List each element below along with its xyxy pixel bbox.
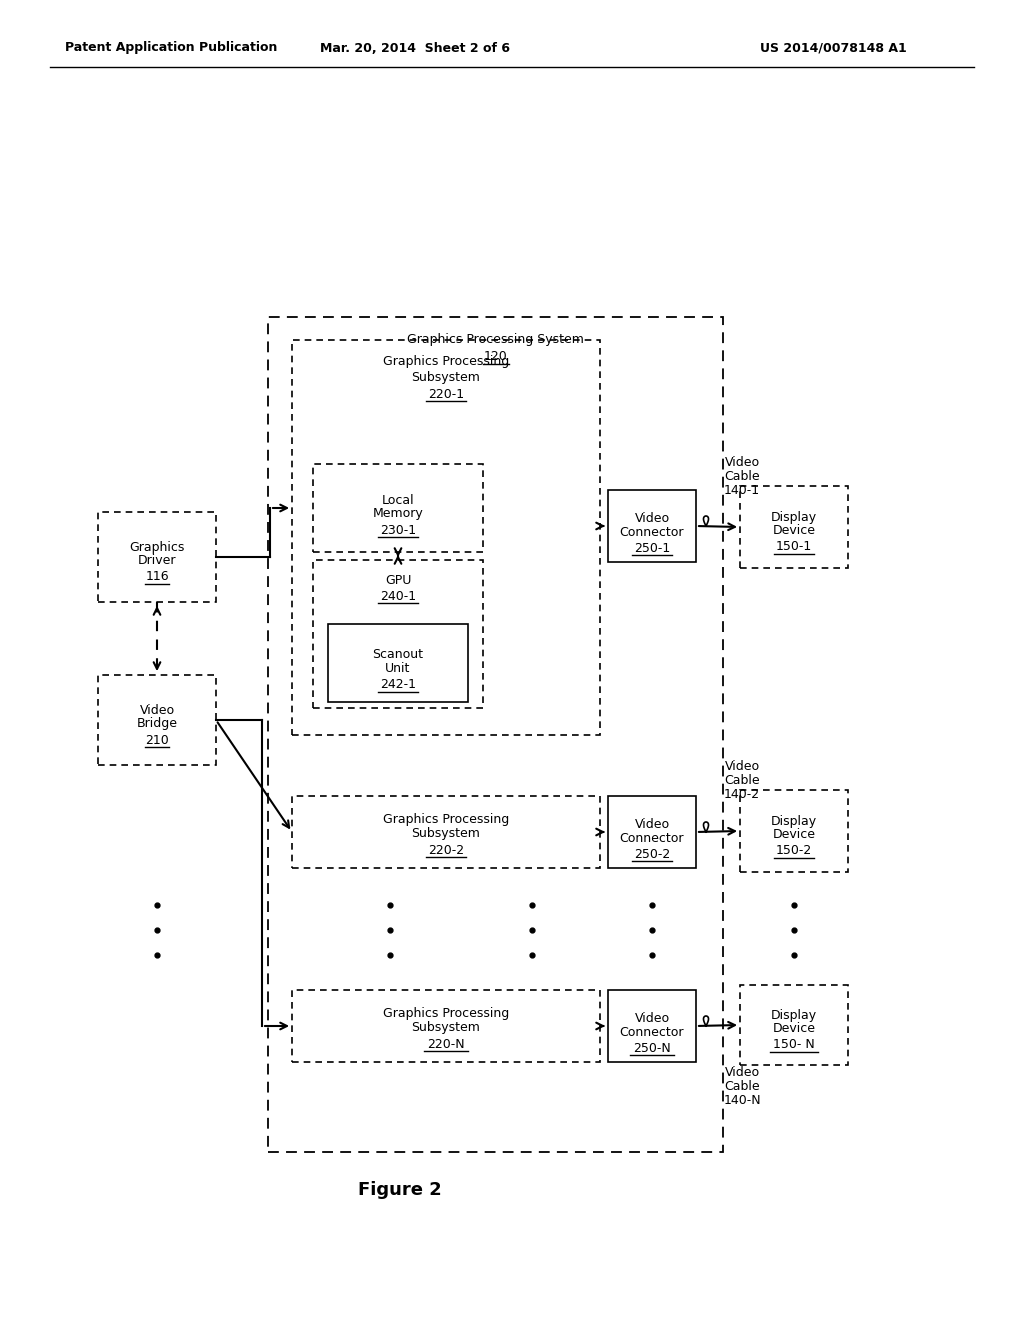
Text: Video: Video — [724, 455, 760, 469]
Text: Figure 2: Figure 2 — [358, 1181, 442, 1199]
Text: Cable: Cable — [724, 1081, 760, 1093]
Text: 242-1: 242-1 — [380, 678, 416, 692]
Text: 116: 116 — [145, 570, 169, 583]
Text: Mar. 20, 2014  Sheet 2 of 6: Mar. 20, 2014 Sheet 2 of 6 — [319, 41, 510, 54]
Text: Scanout: Scanout — [373, 648, 424, 661]
Text: Graphics: Graphics — [129, 540, 184, 553]
Text: 220-N: 220-N — [427, 1038, 465, 1051]
Bar — [313, 465, 483, 552]
Bar — [292, 796, 600, 869]
Text: Bridge: Bridge — [136, 718, 177, 730]
Bar — [740, 486, 848, 568]
Bar — [608, 490, 696, 562]
Bar — [328, 624, 468, 702]
Text: Local: Local — [382, 494, 415, 507]
Bar — [608, 796, 696, 869]
Text: 150-1: 150-1 — [776, 540, 812, 553]
Text: 230-1: 230-1 — [380, 524, 416, 536]
Text: Device: Device — [772, 829, 815, 842]
Text: Subsystem: Subsystem — [412, 828, 480, 841]
Bar — [98, 512, 216, 602]
Text: 250-2: 250-2 — [634, 847, 670, 861]
Text: Graphics Processing System: Graphics Processing System — [408, 333, 584, 346]
Bar — [740, 789, 848, 873]
Text: Memory: Memory — [373, 507, 423, 520]
Text: Display: Display — [771, 814, 817, 828]
Text: 120: 120 — [483, 351, 507, 363]
Text: Cable: Cable — [724, 470, 760, 483]
Text: Graphics Processing: Graphics Processing — [383, 355, 509, 368]
Text: 210: 210 — [145, 734, 169, 747]
Text: 150-2: 150-2 — [776, 845, 812, 858]
Text: Graphics Processing: Graphics Processing — [383, 1007, 509, 1020]
Text: Video: Video — [724, 759, 760, 772]
Text: 140-2: 140-2 — [724, 788, 760, 800]
Text: Video: Video — [635, 1011, 670, 1024]
Text: Subsystem: Subsystem — [412, 371, 480, 384]
Text: US 2014/0078148 A1: US 2014/0078148 A1 — [760, 41, 906, 54]
Text: 250-N: 250-N — [633, 1041, 671, 1055]
Text: Cable: Cable — [724, 774, 760, 787]
Text: GPU: GPU — [385, 573, 412, 586]
Text: 220-1: 220-1 — [428, 388, 464, 400]
Text: 140-1: 140-1 — [724, 483, 760, 496]
Text: Display: Display — [771, 511, 817, 524]
Text: Video: Video — [635, 817, 670, 830]
Text: Connector: Connector — [620, 1026, 684, 1039]
Text: 240-1: 240-1 — [380, 590, 416, 602]
Bar — [292, 341, 600, 735]
Text: Device: Device — [772, 1023, 815, 1035]
Text: 250-1: 250-1 — [634, 541, 670, 554]
Text: Subsystem: Subsystem — [412, 1022, 480, 1035]
Text: Driver: Driver — [138, 554, 176, 568]
Text: Video: Video — [139, 704, 174, 717]
Bar — [268, 317, 723, 1152]
Text: Display: Display — [771, 1008, 817, 1022]
Text: 140-N: 140-N — [723, 1094, 761, 1107]
Bar — [313, 560, 483, 708]
Text: 220-2: 220-2 — [428, 843, 464, 857]
Text: Graphics Processing: Graphics Processing — [383, 813, 509, 826]
Text: Patent Application Publication: Patent Application Publication — [65, 41, 278, 54]
Text: Video: Video — [635, 511, 670, 524]
Text: Video: Video — [724, 1067, 760, 1080]
Text: Unit: Unit — [385, 663, 411, 676]
Text: 150- N: 150- N — [773, 1039, 815, 1052]
Bar — [98, 675, 216, 766]
Bar — [740, 985, 848, 1065]
Text: Device: Device — [772, 524, 815, 537]
Bar — [292, 990, 600, 1063]
Text: Connector: Connector — [620, 832, 684, 845]
Text: Connector: Connector — [620, 525, 684, 539]
Bar — [608, 990, 696, 1063]
